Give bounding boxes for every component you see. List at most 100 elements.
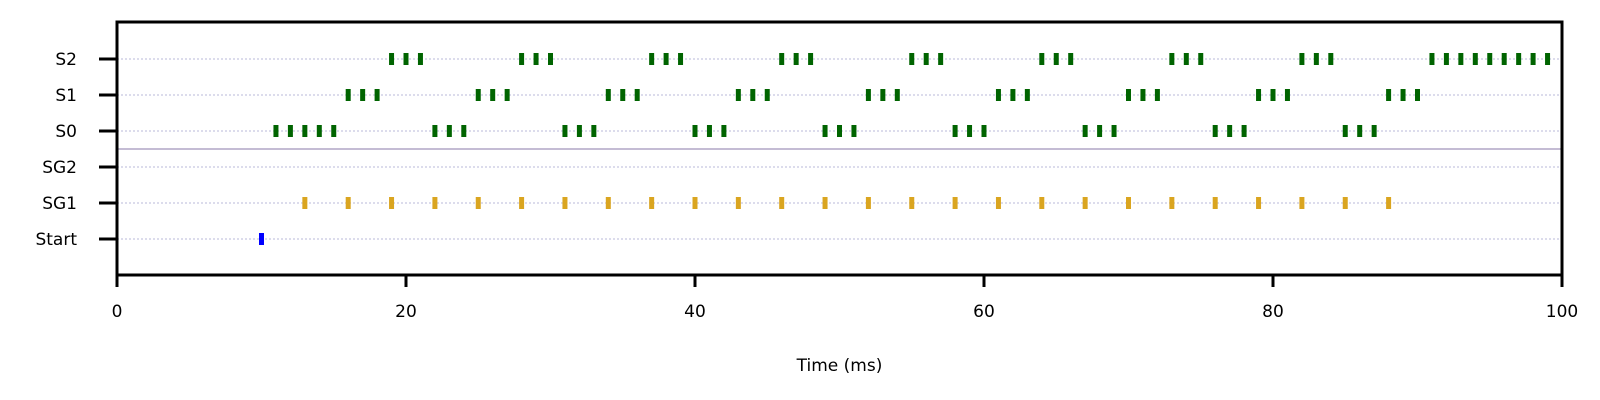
spike-s0-87 bbox=[1371, 125, 1377, 137]
spike-s1-63 bbox=[1024, 89, 1030, 101]
spike-s0-13 bbox=[302, 125, 308, 137]
spike-s2-66 bbox=[1068, 53, 1074, 65]
spike-sg1-79 bbox=[1256, 197, 1262, 209]
spike-sg1-28 bbox=[519, 197, 525, 209]
x-tick-label-80: 80 bbox=[1262, 302, 1284, 322]
spike-s1-43 bbox=[735, 89, 741, 101]
spike-s0-68 bbox=[1097, 125, 1103, 137]
spike-s2-21 bbox=[417, 53, 423, 65]
spike-sg1-88 bbox=[1386, 197, 1392, 209]
spike-s0-59 bbox=[967, 125, 973, 137]
y-axis: Start SG1 SG2 S0 S1 S2 bbox=[35, 50, 117, 250]
spike-s1-88 bbox=[1386, 89, 1392, 101]
spike-s1-89 bbox=[1400, 89, 1406, 101]
spike-sg1-40 bbox=[692, 197, 698, 209]
spike-s2-55 bbox=[909, 53, 915, 65]
spike-s2-64 bbox=[1039, 53, 1045, 65]
spike-s0-33 bbox=[591, 125, 597, 137]
spike-sg1-16 bbox=[345, 197, 351, 209]
spike-sg1-55 bbox=[909, 197, 915, 209]
spike-sg1-61 bbox=[995, 197, 1001, 209]
y-tick-label-start: Start bbox=[35, 230, 77, 250]
spike-s0-85 bbox=[1342, 125, 1348, 137]
spike-s2-65 bbox=[1053, 53, 1059, 65]
spike-start-10 bbox=[259, 233, 264, 245]
spike-s0-77 bbox=[1227, 125, 1233, 137]
spike-s0-58 bbox=[952, 125, 958, 137]
spike-s1-80 bbox=[1270, 89, 1276, 101]
spike-s2-73 bbox=[1169, 53, 1175, 65]
spike-s0-12 bbox=[287, 125, 293, 137]
spike-sg1-19 bbox=[389, 197, 395, 209]
spike-s2-48 bbox=[808, 53, 814, 65]
spike-s1-27 bbox=[504, 89, 510, 101]
spike-sg1-85 bbox=[1342, 197, 1348, 209]
spike-s0-15 bbox=[331, 125, 337, 137]
spike-s0-41 bbox=[706, 125, 712, 137]
spike-sg1-25 bbox=[475, 197, 481, 209]
spike-s0-86 bbox=[1357, 125, 1363, 137]
spike-sg1-67 bbox=[1082, 197, 1088, 209]
spike-s1-18 bbox=[374, 89, 380, 101]
spike-s1-90 bbox=[1415, 89, 1420, 101]
spike-s2-38 bbox=[663, 53, 669, 65]
spike-s0-78 bbox=[1241, 125, 1247, 137]
spike-s0-23 bbox=[446, 125, 452, 137]
x-tick-label-60: 60 bbox=[973, 302, 995, 322]
spike-s2-75 bbox=[1198, 53, 1204, 65]
plot-frame bbox=[115, 20, 1564, 277]
spike-s1-81 bbox=[1284, 89, 1290, 101]
spike-s2-37 bbox=[649, 53, 655, 65]
spike-s1-70 bbox=[1126, 89, 1131, 101]
spike-s0-67 bbox=[1082, 125, 1088, 137]
x-tick-label-20: 20 bbox=[395, 302, 417, 322]
spike-s1-62 bbox=[1010, 89, 1016, 101]
spike-s1-35 bbox=[620, 89, 626, 101]
spike-s2-56 bbox=[923, 53, 929, 65]
spike-sg1-34 bbox=[605, 197, 611, 209]
y-tick-label-sg2: SG2 bbox=[42, 158, 77, 178]
spike-s2-46 bbox=[779, 53, 785, 65]
spike-s2-29 bbox=[533, 53, 539, 65]
spike-s2-74 bbox=[1183, 53, 1189, 65]
spike-s2-20 bbox=[403, 53, 409, 65]
spike-s0-40 bbox=[692, 125, 698, 137]
spike-s0-51 bbox=[851, 125, 857, 137]
y-tick-label-s2: S2 bbox=[55, 50, 77, 70]
x-tick-label-0: 0 bbox=[112, 302, 123, 322]
spike-s1-16 bbox=[345, 89, 351, 101]
spike-sg1-46 bbox=[779, 197, 785, 209]
spike-s1-79 bbox=[1256, 89, 1262, 101]
spike-s0-50 bbox=[837, 125, 842, 137]
x-axis: 0 20 40 60 80 100 bbox=[112, 275, 1578, 322]
spike-s1-72 bbox=[1154, 89, 1160, 101]
spike-s0-69 bbox=[1111, 125, 1117, 137]
spike-sg1-49 bbox=[822, 197, 828, 209]
spike-sg1-64 bbox=[1039, 197, 1045, 209]
spike-s1-34 bbox=[605, 89, 611, 101]
spike-s0-24 bbox=[461, 125, 467, 137]
spike-s1-61 bbox=[995, 89, 1001, 101]
x-tick-label-100: 100 bbox=[1546, 302, 1578, 322]
spike-s2-99 bbox=[1545, 53, 1551, 65]
x-axis-label: Time (ms) bbox=[796, 356, 883, 376]
spike-sg1-37 bbox=[649, 197, 655, 209]
spike-s2-84 bbox=[1328, 53, 1334, 65]
spike-s0-14 bbox=[316, 125, 322, 137]
spike-s2-30 bbox=[548, 53, 553, 65]
spike-s2-95 bbox=[1487, 53, 1493, 65]
spike-s1-26 bbox=[490, 89, 496, 101]
spike-sg1-73 bbox=[1169, 197, 1175, 209]
grid-layer bbox=[117, 58, 1562, 240]
spike-s1-45 bbox=[764, 89, 770, 101]
y-tick-label-s1: S1 bbox=[55, 86, 77, 106]
spike-sg1-31 bbox=[562, 197, 568, 209]
spike-s2-28 bbox=[519, 53, 525, 65]
spike-s0-60 bbox=[981, 125, 987, 137]
spike-s0-22 bbox=[432, 125, 438, 137]
spike-s1-53 bbox=[880, 89, 886, 101]
spike-s0-31 bbox=[562, 125, 568, 137]
spike-s1-52 bbox=[865, 89, 871, 101]
spike-s2-94 bbox=[1472, 53, 1478, 65]
